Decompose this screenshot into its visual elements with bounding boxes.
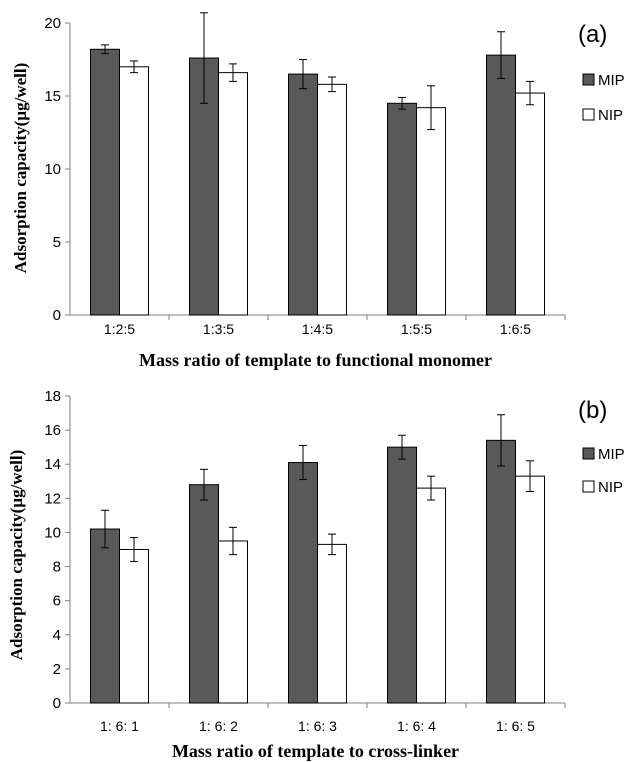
bar-nip bbox=[218, 72, 248, 316]
x-tick-label: 1: 6: 1 bbox=[100, 718, 139, 734]
x-tick-label: 1: 6: 4 bbox=[397, 718, 436, 734]
bar-mip bbox=[288, 462, 318, 704]
bar-nip bbox=[119, 66, 149, 316]
y-tick-label: 8 bbox=[53, 559, 61, 576]
bar-mip bbox=[189, 484, 219, 704]
bar-mip bbox=[90, 48, 120, 316]
bar-nip bbox=[515, 92, 545, 316]
bar-nip bbox=[317, 83, 347, 316]
y-tick-label: 14 bbox=[44, 456, 61, 473]
y-tick-label: 16 bbox=[44, 422, 61, 439]
x-tick-label: 1:5:5 bbox=[401, 321, 432, 337]
legend-label-nip: NIP bbox=[598, 479, 623, 496]
y-tick-label: 15 bbox=[44, 88, 61, 105]
legend-label-mip: MIP bbox=[598, 72, 625, 89]
bar-mip bbox=[387, 446, 417, 704]
x-axis-label: Mass ratio of template to cross-linker bbox=[172, 741, 459, 761]
y-tick-label: 18 bbox=[44, 388, 61, 405]
bar-nip bbox=[515, 475, 545, 704]
x-tick-label: 1:4:5 bbox=[302, 321, 333, 337]
y-axis-label: Adsorption capacity(µg/well) bbox=[7, 450, 26, 660]
bar-mip bbox=[288, 73, 318, 316]
bar-nip bbox=[416, 487, 446, 704]
bar-mip bbox=[90, 528, 120, 704]
panel-label: (a) bbox=[578, 21, 607, 48]
legend-swatch-mip bbox=[582, 447, 595, 460]
y-tick-label: 10 bbox=[44, 524, 61, 541]
y-tick-label: 4 bbox=[53, 627, 61, 644]
y-tick-label: 5 bbox=[53, 234, 61, 251]
y-axis-label: Adsorption capacity(µg/well) bbox=[11, 63, 30, 273]
legend-label-mip: MIP bbox=[598, 446, 625, 463]
y-tick-label: 2 bbox=[53, 661, 61, 678]
legend-label-nip: NIP bbox=[598, 107, 623, 124]
bar-nip bbox=[218, 540, 248, 704]
x-tick-label: 1: 6: 2 bbox=[199, 718, 238, 734]
x-tick-label: 1:2:5 bbox=[104, 321, 135, 337]
bar-mip bbox=[486, 439, 516, 704]
bar-nip bbox=[317, 543, 347, 704]
y-tick-label: 20 bbox=[44, 15, 61, 32]
chart-b: 0 2 4 6 8 10 12 14 16 18 1: 6: 1 1: 6: 2 1: 6: 3 1: 6… bbox=[7, 388, 625, 761]
x-tick-label: 1:6:5 bbox=[500, 321, 531, 337]
bar-mip bbox=[486, 54, 516, 316]
bar-mip bbox=[387, 102, 417, 316]
bar-nip bbox=[416, 107, 446, 316]
y-tick-label: 12 bbox=[44, 490, 61, 507]
x-tick-label: 1:3:5 bbox=[203, 321, 234, 337]
legend-swatch-nip bbox=[582, 480, 595, 493]
y-tick-label: 0 bbox=[53, 695, 61, 712]
x-axis-label: Mass ratio of template to functional mon… bbox=[139, 350, 492, 370]
bar-nip bbox=[119, 549, 149, 704]
y-tick-label: 0 bbox=[53, 307, 61, 324]
y-tick-label: 6 bbox=[53, 593, 61, 610]
panel-label: (b) bbox=[578, 397, 607, 424]
chart-a: 0 5 10 15 20 1:2:5 1:3:5 1:4:5 1:5:5 1:6:5 Adsorpt… bbox=[11, 12, 625, 370]
y-tick-label: 10 bbox=[44, 161, 61, 178]
legend-swatch-nip bbox=[582, 108, 595, 121]
legend-swatch-mip bbox=[582, 73, 595, 86]
x-tick-label: 1: 6: 3 bbox=[298, 718, 337, 734]
x-tick-label: 1: 6: 5 bbox=[496, 718, 535, 734]
